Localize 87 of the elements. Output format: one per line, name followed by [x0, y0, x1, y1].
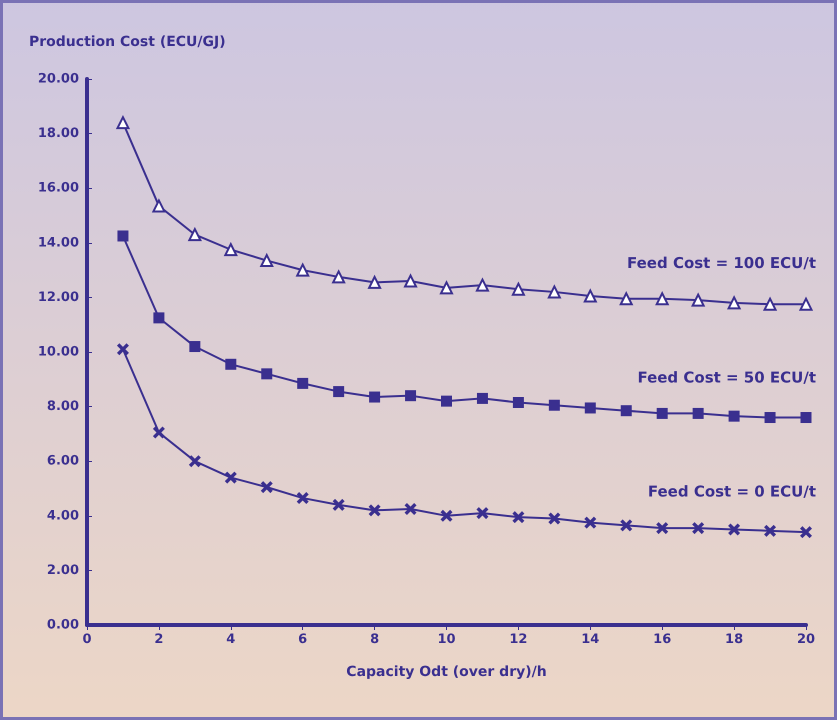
y-tick-label: 14.00 [38, 235, 79, 250]
point [152, 199, 166, 212]
point [728, 410, 740, 422]
point [117, 230, 128, 242]
point [369, 392, 380, 403]
point [656, 522, 668, 534]
point [260, 254, 274, 268]
point [189, 341, 200, 352]
point [584, 290, 597, 303]
point [404, 274, 418, 288]
point [692, 408, 704, 419]
point [656, 408, 668, 419]
y-tick-label: 20.00 [38, 72, 79, 86]
point [224, 472, 237, 484]
point [333, 386, 344, 398]
point [584, 402, 596, 414]
point [620, 292, 633, 306]
point [692, 522, 704, 534]
point [152, 426, 165, 439]
point [764, 524, 776, 537]
x-tick-label: 10 [437, 632, 456, 647]
point [728, 523, 740, 536]
point [332, 270, 346, 284]
point [261, 368, 272, 380]
x-tick-label: 18 [725, 632, 744, 647]
point [116, 343, 129, 356]
point [476, 392, 488, 404]
y-tick-label: 8.00 [46, 399, 79, 414]
x-tick-label: 8 [370, 632, 380, 647]
point [548, 400, 560, 411]
point [548, 285, 561, 298]
series-label: Feed Cost = 50 ECU/t [637, 368, 816, 387]
point [296, 264, 310, 277]
x-tick-label: 16 [653, 632, 672, 647]
y-tick-label: 2.00 [46, 562, 79, 578]
point [225, 358, 236, 370]
point [188, 228, 202, 242]
point [332, 498, 345, 511]
y-tick-label: 12.00 [38, 290, 79, 305]
x-tick-label: 0 [82, 632, 92, 647]
x-tick-label: 20 [796, 632, 816, 647]
point [297, 378, 308, 389]
point [224, 243, 238, 256]
y-tick-label: 6.00 [46, 454, 79, 469]
point [368, 504, 381, 516]
point [548, 512, 560, 525]
series-label: Feed Cost = 100 ECU/t [627, 254, 816, 272]
point [476, 507, 488, 520]
x-tick-label: 4 [226, 632, 236, 647]
point [476, 278, 489, 292]
x-tick-label: 6 [298, 632, 308, 647]
point [441, 396, 452, 407]
point [296, 492, 309, 504]
series-label: Feed Cost = 0 ECU/t [648, 482, 816, 501]
point [728, 296, 741, 310]
point [405, 390, 416, 402]
point [188, 455, 201, 468]
point [512, 397, 524, 408]
y-tick-label: 10.00 [38, 344, 79, 360]
point [512, 282, 525, 296]
point [260, 481, 273, 494]
point [153, 312, 164, 324]
point [764, 298, 777, 311]
point [800, 298, 812, 311]
point [404, 502, 417, 515]
y-tick-label: 0.00 [46, 618, 79, 632]
x-tick-label: 12 [509, 632, 528, 647]
x-tick-label: 2 [154, 632, 164, 647]
point [368, 276, 382, 289]
point [620, 405, 632, 416]
point [584, 516, 596, 529]
point [440, 510, 452, 522]
y-tick-label: 18.00 [38, 126, 79, 142]
point [116, 116, 130, 130]
point [800, 526, 812, 538]
y-axis-title: Production Cost (ECU/GJ) [29, 34, 226, 50]
point [692, 294, 705, 307]
x-tick-label: 14 [581, 632, 600, 647]
x-axis-title: Capacity Odt (over dry)/h [346, 664, 547, 680]
point [512, 511, 524, 524]
point [440, 281, 453, 294]
point [800, 412, 812, 424]
y-tick-label: 4.00 [46, 508, 79, 524]
y-tick-label: 16.00 [38, 180, 79, 196]
point [656, 292, 669, 306]
point [620, 519, 632, 532]
point [764, 412, 776, 424]
